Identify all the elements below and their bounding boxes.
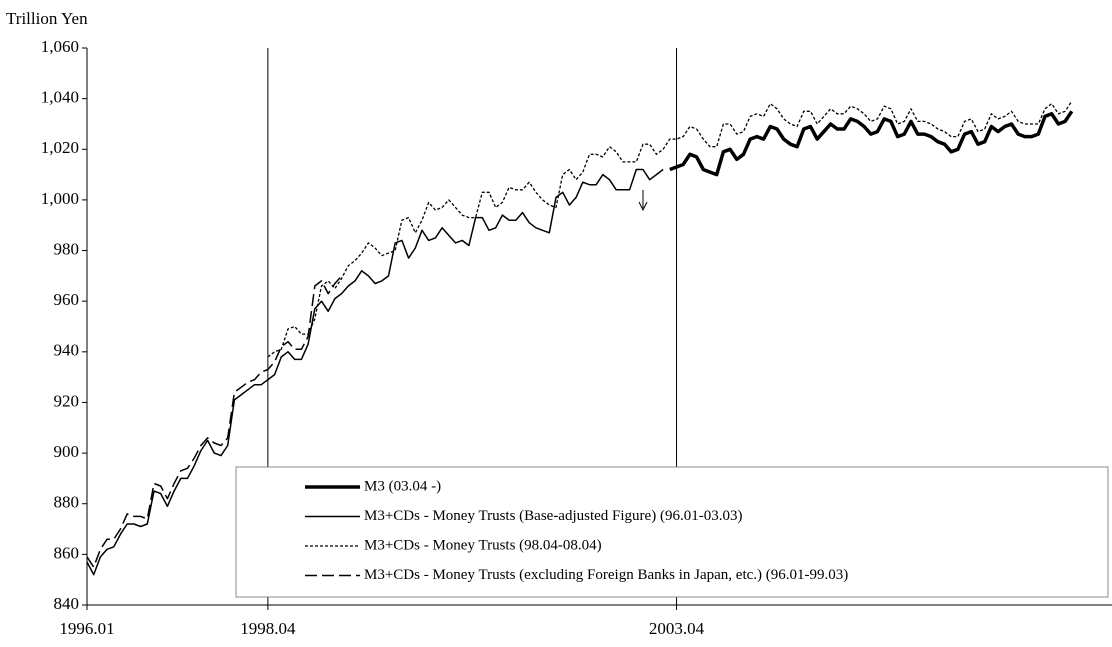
y-tick-label: 1,000 (41, 189, 79, 208)
y-tick-label: 1,020 (41, 138, 79, 157)
y-tick-label: 1,040 (41, 88, 79, 107)
y-tick-label: 880 (54, 493, 80, 512)
legend-box (235, 466, 1109, 598)
series-line (86, 275, 343, 568)
x-tick-label: 1996.01 (59, 619, 114, 638)
y-tick-label: 980 (54, 239, 80, 258)
y-tick-label: 840 (54, 594, 80, 613)
y-tick-label: 900 (54, 442, 80, 461)
legend-label: M3+CDs - Money Trusts (excluding Foreign… (364, 567, 848, 583)
y-tick-label: 960 (54, 290, 80, 309)
x-tick-label: 1998.04 (240, 619, 296, 638)
legend-label: M3 (03.04 -) (364, 478, 441, 494)
y-tick-label: 1,060 (41, 37, 79, 56)
series-line (669, 110, 1074, 177)
legend: M3 (03.04 -) M3+CDs - Money Trusts (Base-… (235, 466, 1109, 598)
annotation-arrow (638, 190, 648, 212)
legend-label: M3+CDs - Money Trusts (Base-adjusted Fig… (364, 508, 742, 524)
y-tick-label: 860 (54, 543, 80, 562)
series-line (267, 100, 1073, 358)
series-line (86, 168, 664, 576)
x-tick-label: 2003.04 (649, 619, 705, 638)
y-tick-label: 920 (54, 391, 80, 410)
legend-label: M3+CDs - Money Trusts (98.04-08.04) (364, 537, 602, 553)
y-axis-label: Trillion Yen (6, 9, 88, 28)
y-tick-label: 940 (54, 341, 80, 360)
